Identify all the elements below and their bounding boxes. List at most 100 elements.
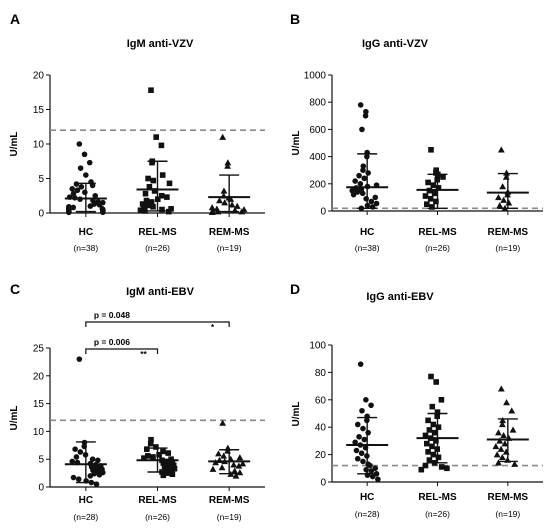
data-point [208, 208, 216, 216]
data-point [169, 471, 176, 478]
data-point [208, 204, 216, 211]
data-point [367, 462, 373, 469]
data-point [431, 190, 438, 197]
data-point [145, 453, 151, 459]
data-point [422, 193, 429, 199]
data-point [434, 409, 441, 415]
data-point [438, 397, 445, 403]
data-point [159, 172, 166, 178]
data-point [75, 476, 82, 483]
data-point [219, 419, 227, 426]
y-axis-label: U/mL [9, 132, 20, 157]
data-point [142, 208, 148, 214]
data-point [422, 462, 429, 469]
data-point [219, 133, 227, 140]
x-category-label: HC [360, 227, 374, 238]
data-point [141, 204, 147, 211]
data-point [508, 407, 516, 414]
data-point [427, 195, 434, 202]
data-point [509, 426, 517, 433]
y-tick-label: 600 [309, 125, 326, 136]
data-point [353, 447, 360, 454]
data-point [221, 199, 229, 206]
data-point [428, 147, 434, 153]
data-point [156, 451, 162, 458]
data-point [167, 464, 173, 471]
data-point [498, 453, 506, 461]
data-point [363, 195, 369, 202]
data-point [139, 201, 146, 207]
data-point [440, 174, 446, 180]
data-point [429, 204, 435, 210]
data-point [428, 373, 434, 380]
y-tick-label: 1000 [304, 71, 327, 82]
data-point [95, 457, 101, 464]
data-point [163, 466, 169, 473]
significance-stars: ** [140, 349, 147, 359]
data-point [501, 440, 509, 447]
sample-size-label: (n=19) [495, 509, 520, 519]
data-point [418, 466, 425, 473]
data-point [511, 460, 519, 467]
chart-title: IgG anti-EBV [366, 291, 434, 303]
data-point [492, 442, 500, 450]
y-tick-label: 5 [38, 174, 44, 185]
data-point [361, 436, 368, 443]
data-point [218, 464, 226, 471]
data-point [435, 424, 442, 430]
data-point [209, 465, 217, 472]
sample-size-label: (n=38) [355, 243, 380, 253]
y-tick-label: 10 [33, 427, 45, 438]
p-value-label: p = 0.006 [94, 337, 130, 347]
chart-title: IgG anti-VZV [362, 38, 429, 50]
data-point [148, 87, 154, 93]
data-point [146, 183, 153, 190]
data-point [141, 455, 147, 461]
y-axis-label: U/mL [291, 402, 302, 427]
data-point [499, 416, 507, 424]
y-tick-label: 80 [315, 368, 327, 379]
data-point [435, 454, 442, 461]
y-axis-label: U/mL [291, 131, 302, 156]
data-point [356, 433, 362, 440]
data-point [363, 108, 369, 115]
x-category-label: HC [79, 227, 93, 238]
data-point [354, 189, 361, 195]
data-point [215, 450, 222, 457]
data-point [158, 142, 165, 149]
data-point [495, 429, 502, 436]
data-point [352, 439, 358, 446]
sample-size-label: (n=28) [355, 509, 380, 519]
data-point [164, 470, 170, 476]
data-point [96, 471, 103, 478]
data-point [100, 209, 106, 216]
data-point [142, 190, 149, 197]
data-point [230, 461, 238, 468]
data-point [363, 397, 369, 403]
data-point [493, 451, 501, 458]
data-point [166, 180, 173, 187]
data-point [365, 429, 371, 436]
data-point [96, 201, 103, 208]
data-point [372, 194, 379, 201]
data-point [235, 462, 243, 469]
data-point [220, 452, 228, 459]
data-point [369, 473, 376, 480]
data-point [497, 146, 505, 153]
data-point [160, 448, 166, 455]
y-tick-label: 25 [33, 344, 45, 355]
data-point [70, 474, 77, 481]
data-point [354, 421, 361, 428]
data-point [360, 167, 366, 173]
data-point [224, 159, 232, 166]
data-point [228, 201, 236, 208]
data-point [73, 454, 80, 460]
y-tick-label: 5 [38, 455, 44, 466]
y-tick-label: 15 [33, 105, 45, 116]
y-tick-label: 10 [33, 140, 45, 151]
data-point [78, 183, 85, 190]
data-point [496, 437, 504, 444]
y-tick-label: 60 [315, 395, 327, 406]
data-point [220, 187, 228, 194]
